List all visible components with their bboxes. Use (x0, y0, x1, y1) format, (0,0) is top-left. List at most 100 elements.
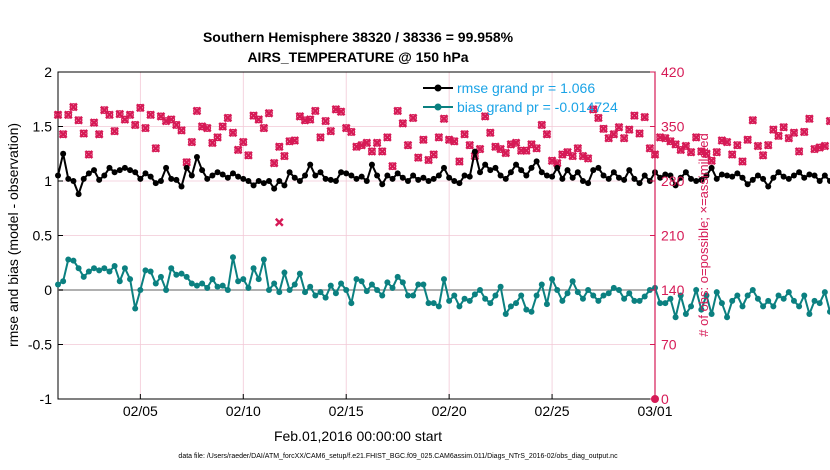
bias-point (688, 303, 695, 310)
bias-point (667, 295, 674, 302)
obs-possible-point (517, 146, 526, 155)
obs-assimilated-stroke (460, 129, 469, 139)
obs-assimilated-stroke (321, 116, 330, 126)
bias-point (590, 292, 597, 299)
obs-assimilated-point (578, 151, 588, 161)
bias-point (801, 292, 808, 299)
obs-assimilated-stroke (326, 126, 336, 136)
bias-point (204, 284, 211, 291)
obs-assimilated-point (259, 123, 269, 133)
bias-point (245, 284, 252, 291)
obs-assimilated-stroke (743, 135, 752, 145)
obs-possible-point (764, 141, 773, 150)
obs-assimilated-stroke (696, 147, 706, 156)
obs-assimilated-stroke (352, 142, 361, 152)
obs-possible-point (527, 140, 536, 149)
obs-possible-point (465, 141, 474, 150)
rmse-point (487, 167, 494, 174)
x-tick-label: 02/05 (123, 403, 158, 419)
y-tick-label-left: 1.5 (33, 119, 53, 135)
obs-assimilated-stroke (331, 105, 341, 114)
obs-assimilated-point (238, 137, 248, 147)
obs-assimilated-stroke (779, 122, 789, 132)
rmse-point (636, 180, 643, 187)
obs-assimilated-stroke (105, 110, 114, 120)
obs-assimilated-point (707, 156, 716, 166)
obs-assimilated-stroke (69, 102, 78, 112)
rmse-line (57, 151, 830, 197)
obs-possible-point (486, 128, 495, 137)
bias-point (420, 281, 427, 288)
obs-assimilated-stroke (233, 145, 243, 155)
obs-possible-point (681, 142, 690, 150)
obs-assimilated-stroke (429, 150, 439, 159)
obs-possible-point (501, 149, 510, 157)
rmse-point (456, 180, 463, 187)
obs-assimilated-point (748, 115, 758, 125)
obs-assimilated-point (439, 114, 449, 124)
bias-point (374, 287, 381, 293)
bias-point (657, 300, 664, 307)
rmse-point (121, 164, 128, 171)
obs-assimilated-stroke (552, 158, 562, 168)
obs-possible-point (146, 110, 155, 119)
obs-possible-point (126, 110, 134, 119)
obs-assimilated-stroke (820, 141, 830, 151)
obs-assimilated-point (501, 148, 511, 158)
rmse-point (677, 174, 684, 181)
obs-assimilated-point (105, 110, 114, 120)
rmse-point (338, 169, 345, 176)
obs-possible-point (223, 114, 232, 122)
bias-point (111, 263, 118, 270)
rmse-point (585, 180, 592, 187)
y-tick-label-right: 70 (661, 337, 677, 353)
obs-assimilated-stroke (99, 105, 109, 115)
obs-possible-point (234, 145, 243, 154)
rmse-point (507, 169, 514, 176)
obs-assimilated-stroke (568, 151, 578, 161)
bias-point (379, 292, 386, 299)
axes: 02/05 02/10 02/15 02/20 02/25 03/01 -1 -0.5 0 0.5… (28, 64, 685, 419)
rmse-point (271, 185, 278, 192)
obs-assimilated-stroke (480, 112, 490, 121)
obs-assimilated-point (624, 125, 634, 134)
obs-assimilated-point (465, 140, 475, 150)
obs-possible-point (90, 118, 98, 127)
obs-possible-point (347, 128, 356, 136)
bias-point (281, 269, 288, 276)
rmse-point (760, 175, 767, 182)
obs-possible-point (630, 111, 639, 120)
bias-point (229, 254, 236, 261)
obs-possible-point (342, 124, 351, 132)
obs-assimilated-point (542, 129, 552, 139)
obs-assimilated-point (799, 127, 809, 137)
rmse-point (266, 178, 273, 184)
rmse-point (245, 178, 252, 184)
rmse-point (749, 176, 756, 183)
bias-point (718, 300, 725, 307)
obs-assimilated-point (485, 128, 495, 138)
bias-point (142, 267, 149, 274)
obs-assimilated-stroke (177, 126, 186, 135)
bias-point (132, 305, 139, 312)
obs-assimilated-point (69, 102, 78, 112)
obs-possible-point (692, 133, 701, 142)
obs-assimilated-point (552, 158, 562, 168)
bias-point (250, 265, 257, 272)
obs-assimilated-stroke (84, 150, 94, 159)
bias-point (60, 278, 67, 285)
obs-possible-point (743, 135, 752, 144)
obs-possible-point (573, 144, 582, 153)
bias-point (507, 303, 514, 310)
obs-possible-point (414, 153, 423, 162)
bias-point (327, 282, 334, 289)
obs-assimilated-stroke (347, 127, 356, 137)
obs-assimilated-point (640, 112, 650, 122)
bias-point (384, 279, 391, 286)
bias-point (816, 300, 823, 307)
obs-assimilated-stroke (789, 128, 799, 138)
obs-assimilated-point (588, 105, 598, 114)
obs-assimilated-stroke (578, 151, 588, 161)
bias-point (317, 289, 324, 296)
legend-bias-marker (434, 103, 442, 111)
